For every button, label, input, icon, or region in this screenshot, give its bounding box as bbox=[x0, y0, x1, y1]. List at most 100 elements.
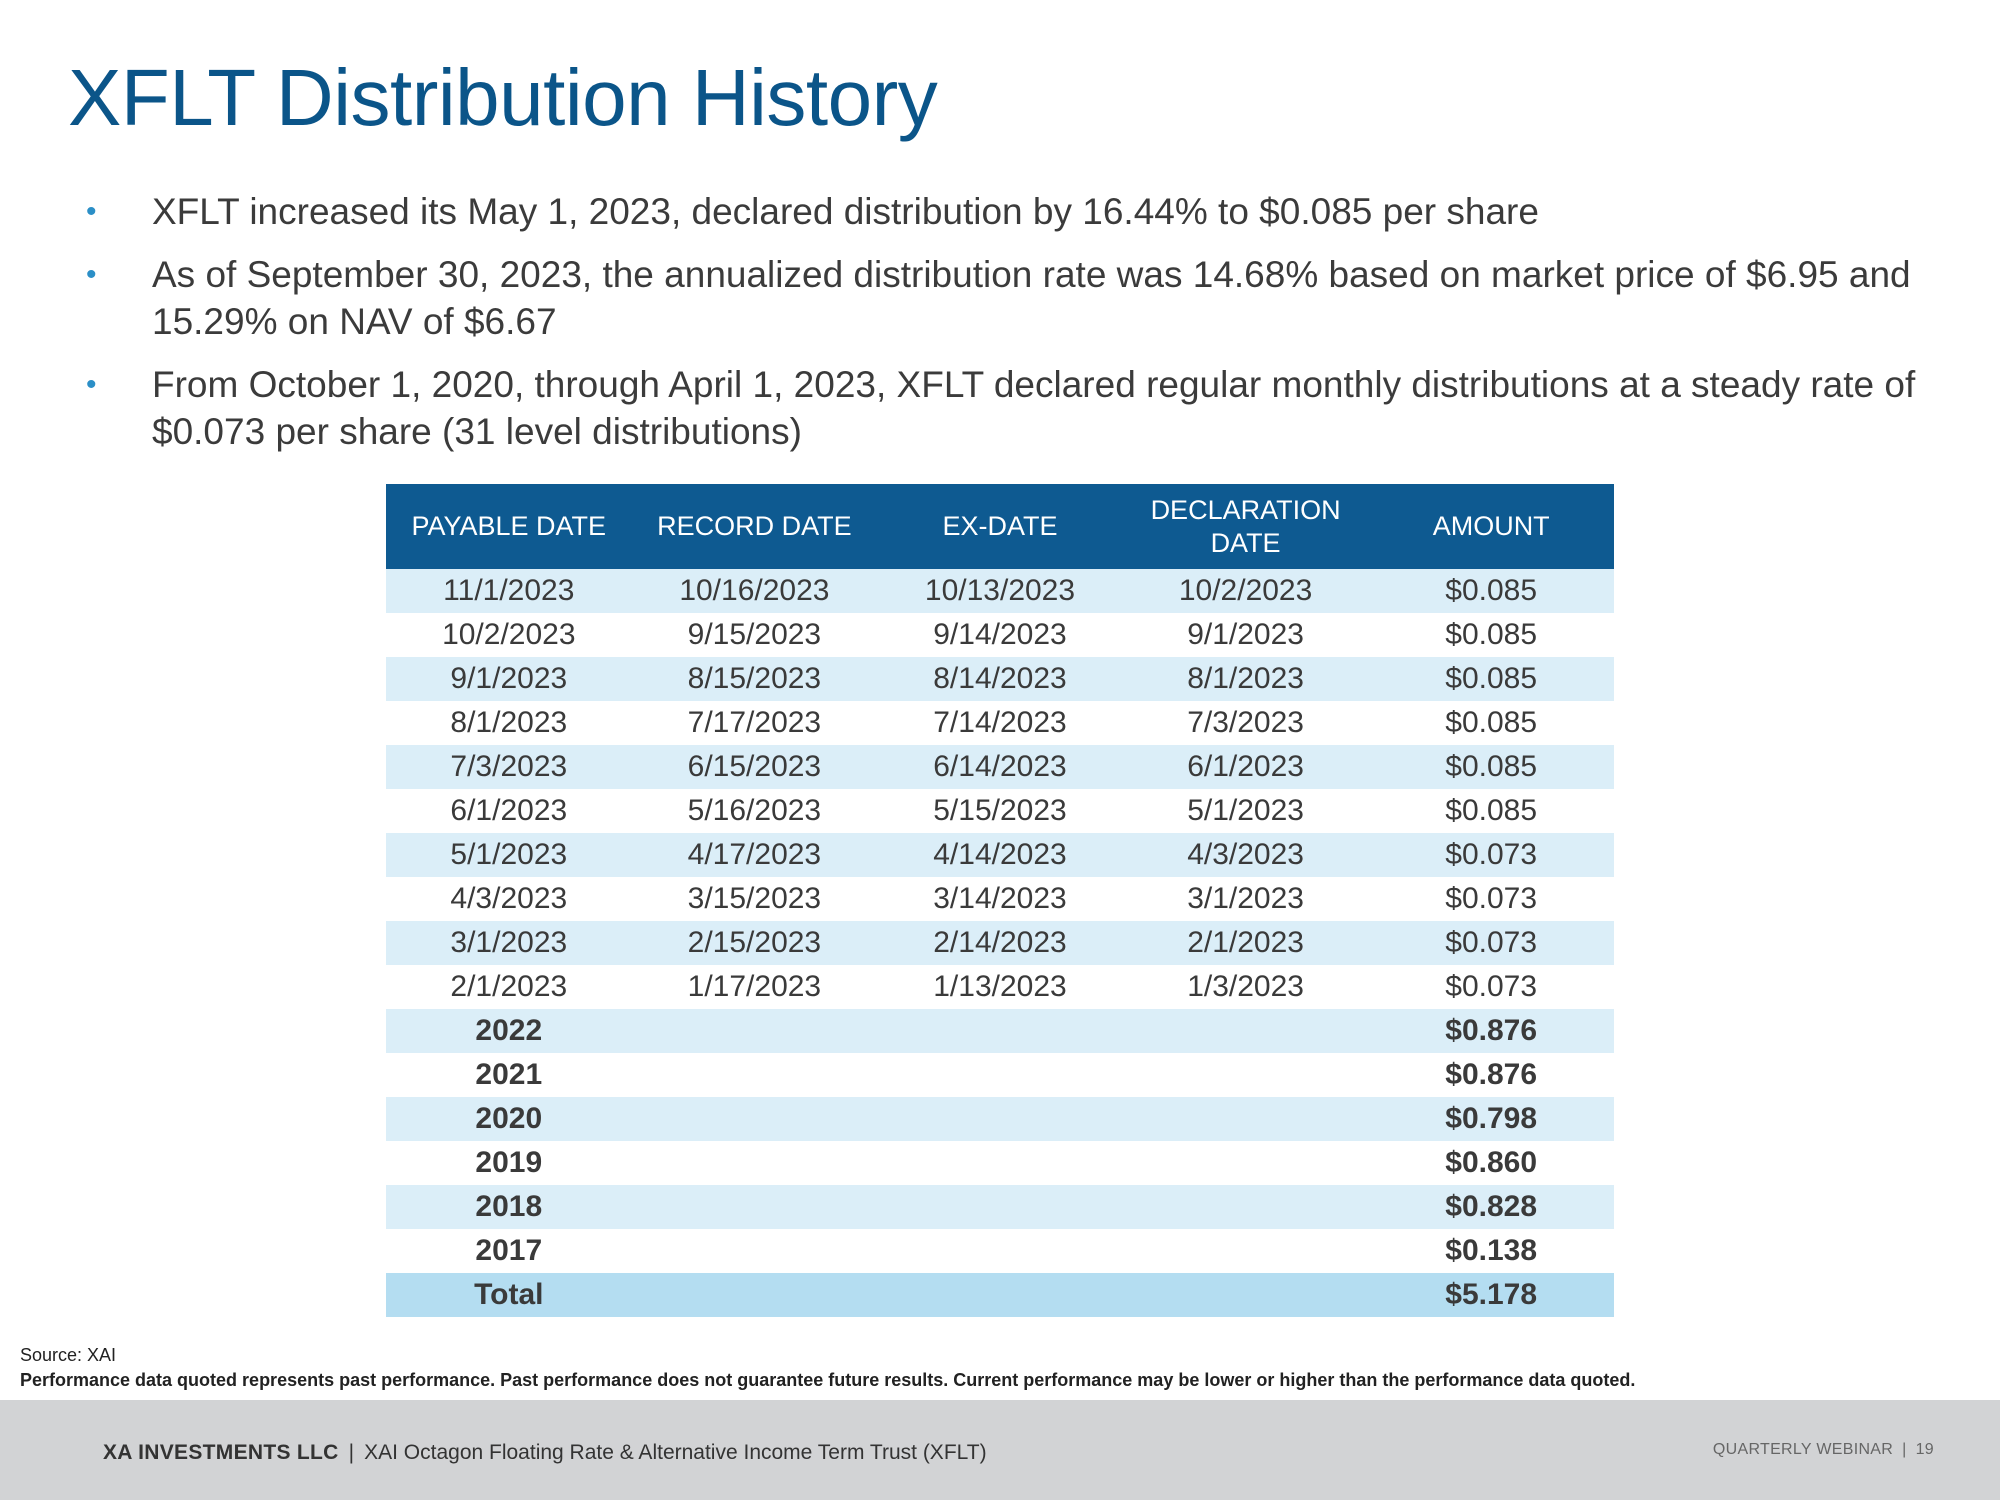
footer-bar: XA INVESTMENTS LLC | XAI Octagon Floating … bbox=[0, 1400, 2000, 1500]
amount-cell: $0.085 bbox=[1368, 613, 1614, 657]
table-row: 11/1/2023 10/16/2023 10/13/2023 10/2/2023 $0… bbox=[386, 569, 1614, 613]
declaration-date-cell: 1/3/2023 bbox=[1122, 965, 1369, 1009]
amount-cell: $0.085 bbox=[1368, 745, 1614, 789]
annual-row: 2018 $0.828 bbox=[386, 1185, 1614, 1229]
payable-date-cell: 7/3/2023 bbox=[386, 745, 632, 789]
year-cell: 2017 bbox=[386, 1229, 632, 1273]
record-date-cell: 7/17/2023 bbox=[631, 701, 878, 745]
distribution-table: PAYABLE DATE RECORD DATE EX-DATE DECLARA… bbox=[386, 484, 1614, 1317]
declaration-date-cell: 8/1/2023 bbox=[1122, 657, 1369, 701]
header-record-date: RECORD DATE bbox=[631, 484, 878, 569]
table-row: 10/2/2023 9/15/2023 9/14/2023 9/1/2023 $0.08… bbox=[386, 613, 1614, 657]
table-row: 9/1/2023 8/15/2023 8/14/2023 8/1/2023 $0.085 bbox=[386, 657, 1614, 701]
declaration-date-cell: 7/3/2023 bbox=[1122, 701, 1369, 745]
event-name: QUARTERLY WEBINAR bbox=[1712, 1441, 1894, 1458]
bullet-icon: • bbox=[86, 195, 97, 228]
bullet-icon: • bbox=[86, 368, 97, 401]
empty-cell bbox=[631, 1141, 878, 1185]
table-row: 6/1/2023 5/16/2023 5/15/2023 5/1/2023 $0.085 bbox=[386, 789, 1614, 833]
amount-cell: $0.138 bbox=[1368, 1229, 1614, 1273]
record-date-cell: 3/15/2023 bbox=[631, 877, 878, 921]
year-cell: 2020 bbox=[386, 1097, 632, 1141]
ex-date-cell: 3/14/2023 bbox=[877, 877, 1123, 921]
page-title: XFLT Distribution History bbox=[68, 53, 938, 142]
empty-cell bbox=[1122, 1053, 1369, 1097]
table-row: 2/1/2023 1/17/2023 1/13/2023 1/3/2023 $0.073 bbox=[386, 965, 1614, 1009]
annual-row: 2019 $0.860 bbox=[386, 1141, 1614, 1185]
ex-date-cell: 2/14/2023 bbox=[877, 921, 1123, 965]
bullet-icon: • bbox=[86, 258, 97, 291]
record-date-cell: 9/15/2023 bbox=[631, 613, 878, 657]
ex-date-cell: 8/14/2023 bbox=[877, 657, 1123, 701]
amount-cell: $0.073 bbox=[1368, 921, 1614, 965]
annual-row: 2020 $0.798 bbox=[386, 1097, 1614, 1141]
disclaimer: Performance data quoted represents past … bbox=[20, 1370, 1636, 1390]
payable-date-cell: 2/1/2023 bbox=[386, 965, 632, 1009]
annual-row: 2021 $0.876 bbox=[386, 1053, 1614, 1097]
record-date-cell: 10/16/2023 bbox=[631, 569, 878, 613]
table-row: 3/1/2023 2/15/2023 2/14/2023 2/1/2023 $0.073 bbox=[386, 921, 1614, 965]
header-declaration-date: DECLARATION DATE bbox=[1122, 484, 1369, 569]
record-date-cell: 2/15/2023 bbox=[631, 921, 878, 965]
source-note: Source: XAI bbox=[20, 1345, 117, 1365]
amount-cell: $0.876 bbox=[1368, 1053, 1614, 1097]
table-row: 5/1/2023 4/17/2023 4/14/2023 4/3/2023 $0.073 bbox=[386, 833, 1614, 877]
footer-right: QUARTERLY WEBINAR | 19 bbox=[1713, 1441, 1934, 1459]
empty-cell bbox=[877, 1009, 1123, 1053]
payable-date-cell: 4/3/2023 bbox=[386, 877, 632, 921]
record-date-cell: 1/17/2023 bbox=[631, 965, 878, 1009]
year-cell: 2021 bbox=[386, 1053, 632, 1097]
amount-cell: $0.798 bbox=[1368, 1097, 1614, 1141]
footer-separator: | bbox=[1902, 1441, 1907, 1458]
footer-left: XA INVESTMENTS LLC | XAI Octagon Floating … bbox=[103, 1441, 987, 1465]
table-row: 8/1/2023 7/17/2023 7/14/2023 7/3/2023 $0.085 bbox=[386, 701, 1614, 745]
ex-date-cell: 10/13/2023 bbox=[877, 569, 1123, 613]
ex-date-cell: 9/14/2023 bbox=[877, 613, 1123, 657]
declaration-date-cell: 4/3/2023 bbox=[1122, 833, 1369, 877]
page-number: 19 bbox=[1915, 1441, 1934, 1458]
payable-date-cell: 8/1/2023 bbox=[386, 701, 632, 745]
table-row: 7/3/2023 6/15/2023 6/14/2023 6/1/2023 $0.085 bbox=[386, 745, 1614, 789]
ex-date-cell: 4/14/2023 bbox=[877, 833, 1123, 877]
empty-cell bbox=[877, 1185, 1123, 1229]
empty-cell bbox=[631, 1229, 878, 1273]
declaration-date-cell: 2/1/2023 bbox=[1122, 921, 1369, 965]
empty-cell bbox=[877, 1097, 1123, 1141]
amount-cell: $0.085 bbox=[1368, 701, 1614, 745]
annual-row: 2022 $0.876 bbox=[386, 1009, 1614, 1053]
year-cell: 2018 bbox=[386, 1185, 632, 1229]
empty-cell bbox=[631, 1097, 878, 1141]
record-date-cell: 6/15/2023 bbox=[631, 745, 878, 789]
total-row: Total $5.178 bbox=[386, 1273, 1614, 1317]
ex-date-cell: 1/13/2023 bbox=[877, 965, 1123, 1009]
declaration-date-cell: 3/1/2023 bbox=[1122, 877, 1369, 921]
payable-date-cell: 11/1/2023 bbox=[386, 569, 632, 613]
empty-cell bbox=[877, 1229, 1123, 1273]
empty-cell bbox=[631, 1009, 878, 1053]
bullet-item: • From October 1, 2020, through April 1,… bbox=[86, 361, 1926, 455]
footer-separator: | bbox=[348, 1441, 355, 1464]
declaration-date-cell: 6/1/2023 bbox=[1122, 745, 1369, 789]
payable-date-cell: 3/1/2023 bbox=[386, 921, 632, 965]
company-name: XA INVESTMENTS LLC bbox=[103, 1441, 339, 1464]
declaration-date-cell: 5/1/2023 bbox=[1122, 789, 1369, 833]
amount-cell: $0.073 bbox=[1368, 965, 1614, 1009]
record-date-cell: 8/15/2023 bbox=[631, 657, 878, 701]
empty-cell bbox=[877, 1053, 1123, 1097]
empty-cell bbox=[1122, 1097, 1369, 1141]
empty-cell bbox=[631, 1185, 878, 1229]
bullet-item: • As of September 30, 2023, the annualiz… bbox=[86, 251, 1926, 345]
payable-date-cell: 10/2/2023 bbox=[386, 613, 632, 657]
header-amount: AMOUNT bbox=[1368, 484, 1614, 569]
bullet-text: As of September 30, 2023, the annualized… bbox=[152, 254, 1911, 342]
declaration-date-cell: 9/1/2023 bbox=[1122, 613, 1369, 657]
payable-date-cell: 6/1/2023 bbox=[386, 789, 632, 833]
table-header-row: PAYABLE DATE RECORD DATE EX-DATE DECLARA… bbox=[386, 484, 1614, 569]
declaration-date-cell: 10/2/2023 bbox=[1122, 569, 1369, 613]
empty-cell bbox=[877, 1141, 1123, 1185]
fund-name: XAI Octagon Floating Rate & Alternative … bbox=[364, 1441, 987, 1464]
total-amount: $5.178 bbox=[1368, 1273, 1614, 1317]
ex-date-cell: 6/14/2023 bbox=[877, 745, 1123, 789]
header-payable-date: PAYABLE DATE bbox=[386, 484, 632, 569]
empty-cell bbox=[1122, 1185, 1369, 1229]
